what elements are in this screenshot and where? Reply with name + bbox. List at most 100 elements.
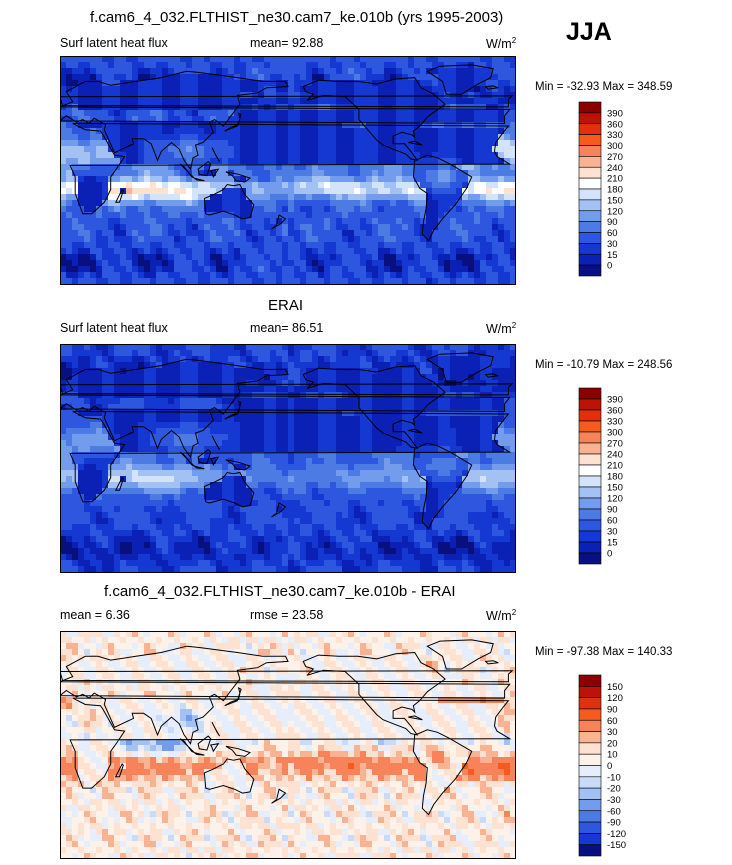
panel2-colorbar-swatch <box>578 398 602 411</box>
panel1-map-coastline <box>408 140 423 146</box>
panel2-colorbar-tick-label: 360 <box>607 406 623 417</box>
panel3-map-coastline <box>209 743 220 753</box>
panel3-map-coastline <box>426 639 494 670</box>
panel3-colorbar-tick-label: 60 <box>607 716 618 727</box>
panel2-colorbar-tick-label: 150 <box>607 483 623 494</box>
panel2-colorbar-swatch <box>578 387 602 400</box>
panel3-minmax: Min = -97.38 Max = 140.33 <box>535 646 673 658</box>
panel1-colorbar-tick-label: 0 <box>607 261 612 272</box>
panel2-map-coastline <box>224 400 242 420</box>
panel3-title: f.cam6_4_032.FLTHIST_ne30.cam7_ke.010b -… <box>104 583 456 600</box>
panel1-colorbar-tick-label: 120 <box>607 206 623 217</box>
panel1-colorbar-swatch <box>578 166 602 179</box>
panel3-colorbar-swatch <box>578 765 602 778</box>
panel2-colorbar-swatch <box>578 453 602 466</box>
panel3-colorbar-tick-label: 120 <box>607 693 623 704</box>
panel2-colorbar-swatch <box>578 464 602 477</box>
panel3-colorbar-tick-label: 150 <box>607 682 623 693</box>
panel1-colorbar-swatch <box>578 145 602 157</box>
panel1-map-coastline <box>302 77 446 162</box>
panel2-map-coastline <box>60 358 511 459</box>
panel2-colorbar-tick-label: 180 <box>607 472 623 483</box>
panel2-map-coastline <box>69 410 512 503</box>
panel2-map <box>60 344 516 573</box>
panel1-colorbar-swatch <box>578 177 602 190</box>
panel1-title: f.cam6_4_032.FLTHIST_ne30.cam7_ke.010b (… <box>90 9 504 26</box>
panel3-colorbar-tick-label: -30 <box>607 795 621 806</box>
panel2-map-coastline <box>302 365 446 450</box>
panel3-map-coastline <box>484 660 499 665</box>
panel3-colorbar-swatch <box>578 719 602 732</box>
panel3-colorbar-swatch <box>578 753 602 766</box>
panel3-colorbar-tick-label: 90 <box>607 704 618 715</box>
panel2-colorbar-swatch <box>578 519 602 532</box>
panel1-units: W/m2 <box>486 37 516 51</box>
panel1-map-coastline <box>484 85 499 90</box>
panel1-map-field <box>60 56 516 285</box>
panel2-colorbar-tick-label: 330 <box>607 417 623 428</box>
panel2-mean-label: mean= 86.51 <box>250 321 324 335</box>
panel1-colorbar-tick-label: 150 <box>607 195 623 206</box>
panel1-colorbar-swatch <box>578 134 602 146</box>
panel3-map-coastline <box>225 745 252 757</box>
panel1-map <box>60 56 516 285</box>
panel1-colorbar-tick-label: 210 <box>607 174 623 185</box>
panel2-colorbar-swatch <box>578 552 602 565</box>
panel3-mean-label: mean = 6.36 <box>60 608 130 622</box>
panel3-colorbar-tick-label: 20 <box>607 738 618 749</box>
panel1-colorbar-swatch <box>578 123 602 135</box>
panel2-units: W/m2 <box>486 322 516 336</box>
panel3-units-sup: 2 <box>511 608 517 617</box>
panel2-map-frame <box>60 344 516 573</box>
panel1-colorbar-swatch <box>578 156 602 168</box>
panel2-colorbar-tick-label: 60 <box>607 516 618 527</box>
panel2-colorbar-tick-label: 120 <box>607 494 623 505</box>
panel2-colorbar-tick-label: 90 <box>607 505 618 516</box>
panel2-colorbar-tick-label: 390 <box>607 395 623 406</box>
panel1-minmax: Min = -32.93 Max = 348.59 <box>535 81 673 93</box>
panel3-colorbar-swatch <box>578 674 602 687</box>
panel3-map-coastline <box>114 763 124 778</box>
panel2-colorbar-swatch <box>578 486 602 499</box>
panel1-colorbar-swatch <box>578 101 602 114</box>
panel2-map-coastline <box>209 456 220 467</box>
panel3-colorbar-tick-label: 0 <box>607 761 612 772</box>
panel1-colorbar-tick-label: 270 <box>607 152 623 163</box>
panel2-colorbar-swatch <box>578 541 602 554</box>
panel3-colorbar-tick-label: 30 <box>607 727 618 738</box>
panel1-variable-label: Surf latent heat flux <box>60 36 168 50</box>
panel1-map-coastline <box>209 168 220 179</box>
panel3-map <box>60 631 516 859</box>
panel2-colorbar-swatch <box>578 442 602 455</box>
panel2-map-coastline <box>60 383 514 396</box>
panel1-map-coastline <box>225 171 252 183</box>
panel2-colorbar-swatch <box>578 475 602 488</box>
panel1-map-coastline <box>203 183 255 220</box>
panel3-colorbar-swatch <box>578 742 602 755</box>
panel3-map-coastline <box>203 758 255 794</box>
panel1-colorbar-tick-label: 60 <box>607 228 618 239</box>
panel3-colorbar-swatch <box>578 799 602 812</box>
panel3-map-coastline <box>412 729 473 816</box>
panel3-colorbar-swatch <box>578 844 602 857</box>
panel3-map-field <box>60 631 516 859</box>
panel2-colorbar-tick-label: 30 <box>607 527 618 538</box>
panel1-units-base: W/m <box>486 37 512 52</box>
panel1-map-coastline <box>60 95 514 108</box>
panel2-colorbar-swatch <box>578 420 602 433</box>
panel2-colorbar-swatch <box>578 409 602 422</box>
panel1-colorbar-swatch <box>578 232 602 244</box>
panel2-colorbar-tick-label: 300 <box>607 428 623 439</box>
panel2-map-coastline <box>412 442 473 530</box>
panel1-colorbar-swatch <box>578 264 602 277</box>
panel3-map-coastline <box>271 788 287 804</box>
panel1-colorbar-swatch <box>578 210 602 222</box>
panel3-map-coastline <box>60 645 511 745</box>
panel3-map-coastline <box>211 721 221 737</box>
panel2-map-coastline <box>225 459 252 471</box>
panel1-map-coastline <box>197 160 212 177</box>
panel3-units-base: W/m <box>486 609 512 624</box>
panel1-colorbar-swatch <box>578 253 602 266</box>
panel1-map-coastline <box>211 147 221 162</box>
